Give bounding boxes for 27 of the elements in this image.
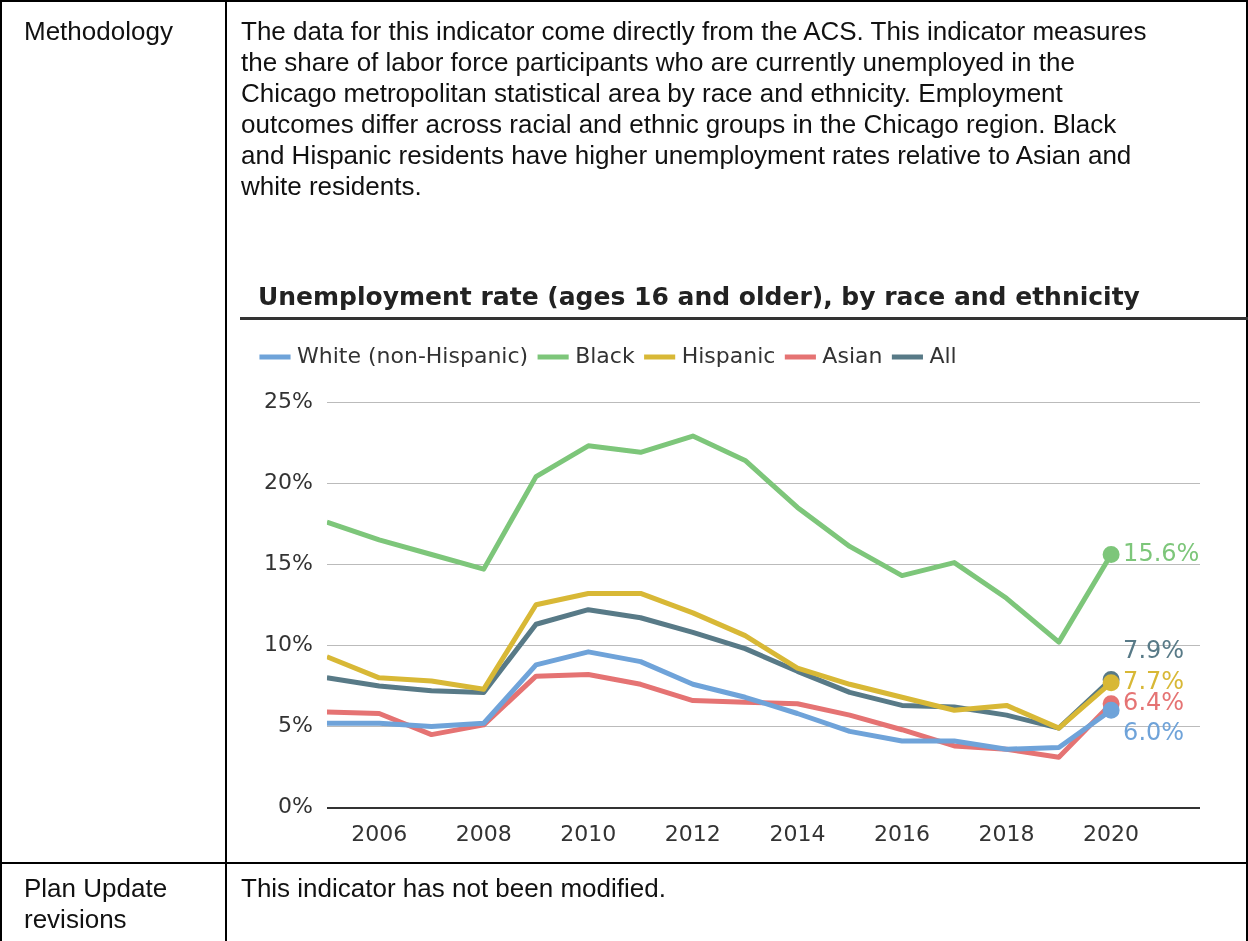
y-tick-label: 15% [263,549,313,575]
x-tick-label: 2014 [769,820,826,846]
text: Methodology [24,16,174,47]
data-label: 6.0% [1123,718,1185,747]
text: This indicator has not been modified. [241,873,667,904]
y-tick-label: 0% [277,793,313,819]
x-tick-label: 2012 [664,820,721,846]
data-label: 15.6% [1123,538,1200,567]
legend-label: All [929,342,957,368]
y-tick-label: 25% [263,387,313,413]
x-tick-label: 2018 [978,820,1035,846]
x-tick-label: 2008 [455,820,512,846]
legend-label: White (non-Hispanic) [297,342,529,368]
legend-label: Hispanic [681,342,776,368]
x-tick-label: 2016 [874,820,930,846]
legend-label: Asian [822,342,883,368]
y-tick-label: 5% [277,712,313,738]
y-tick-label: 10% [263,631,313,657]
x-tick-label: 2006 [351,820,408,846]
legend-label: Black [575,342,635,368]
text: The data for this indicator come directly from the ACS. This indicator measures the share of labor force participants who are currently unemployed in the Chicago metropolitan statistical area by race and ethnicity. Employment outcomes differ across racial and ethnic groups in the Chicago region. Black and Hispanic residents have higher unemployment rates relative to Asian and white residents. [241,16,1148,202]
y-tick-label: 20% [263,468,313,494]
data-label: 7.9% [1123,635,1185,664]
chart-title: Unemployment rate (ages 16 and older), by race and ethnicity [240,282,1248,320]
text: Plan Update revisions [24,873,169,935]
x-tick-label: 2010 [560,820,617,846]
x-tick-label: 2020 [1083,820,1140,846]
